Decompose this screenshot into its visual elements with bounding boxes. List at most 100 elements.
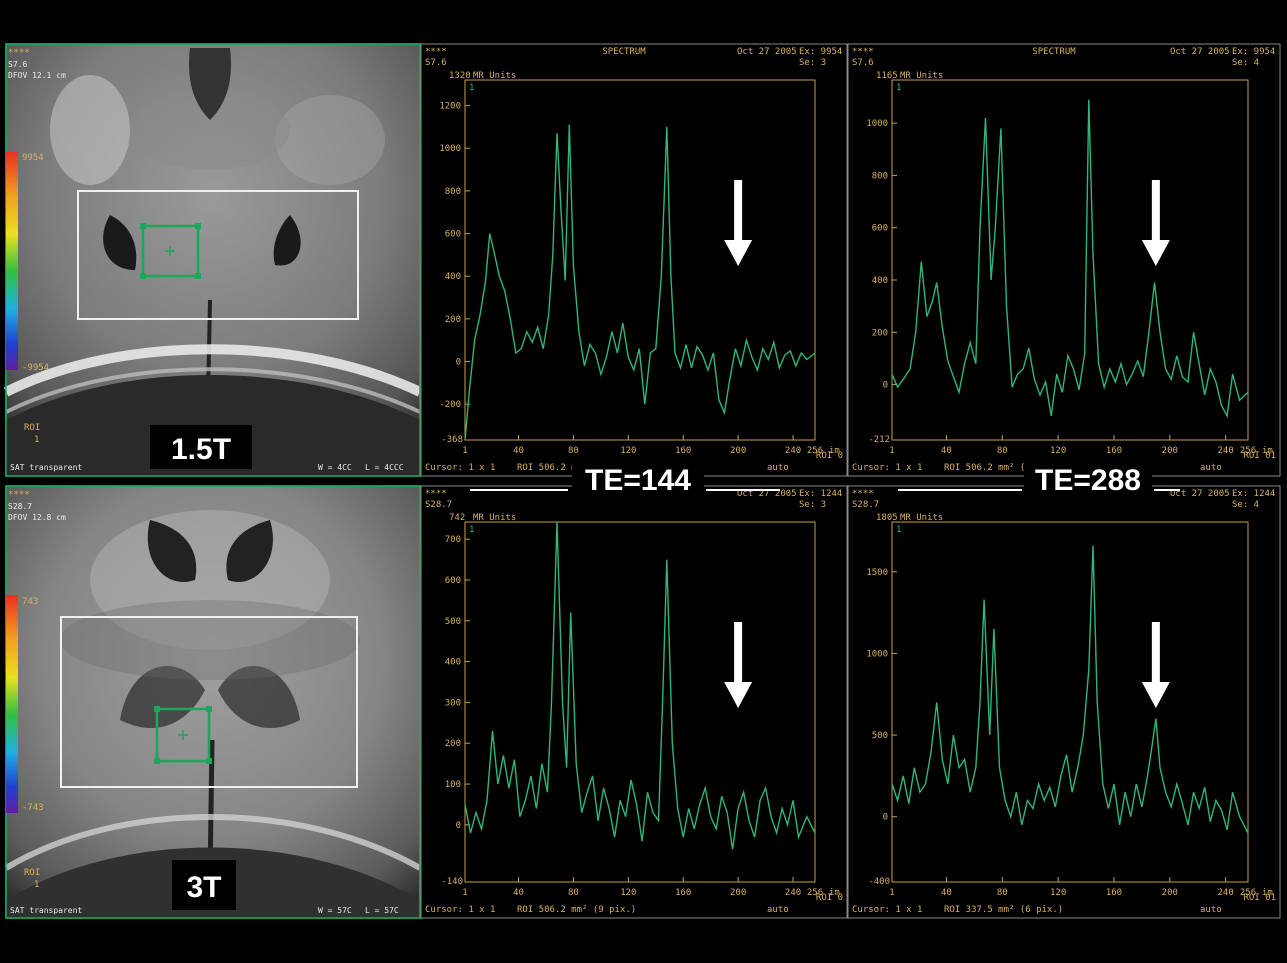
mri-panel-3t: 743 -743 **** S28.7 DFOV 12.8 cm ROI 1 S… bbox=[4, 485, 422, 919]
brain-region bbox=[275, 95, 385, 185]
footer-cursor: Cursor: 1 x 1 bbox=[852, 463, 922, 473]
xtick-label: 160 bbox=[675, 446, 691, 456]
xtick-label: 240 bbox=[785, 446, 801, 456]
thalamus-shadow-left bbox=[120, 666, 205, 729]
voxel-box[interactable] bbox=[154, 706, 212, 764]
header-stars: **** bbox=[425, 489, 447, 499]
ventricle-right bbox=[226, 520, 273, 582]
colorbar-top-label: 9954 bbox=[22, 153, 44, 163]
trace-num: 1 bbox=[469, 83, 474, 93]
cursor-label: SAT transparent bbox=[10, 463, 82, 472]
xtick-label: 40 bbox=[513, 888, 524, 898]
xtick-label: 80 bbox=[568, 888, 579, 898]
header-date: Oct 27 2005 bbox=[1170, 489, 1230, 499]
xtick-label: 256 bbox=[1240, 446, 1256, 456]
ytick-label: 1000 bbox=[866, 119, 888, 129]
xtick-label: 160 bbox=[1106, 446, 1122, 456]
footer-roi: ROI 506.2 mm² (9 p bbox=[944, 463, 1042, 473]
arrow-head bbox=[1141, 240, 1170, 266]
ytick-label: 600 bbox=[445, 576, 461, 586]
fov-label: DFOV 12.1 cm bbox=[8, 71, 66, 80]
ytick-label: 0 bbox=[456, 821, 461, 831]
xtick-label: 120 bbox=[620, 888, 636, 898]
cursor-label: SAT transparent bbox=[10, 906, 82, 915]
xtick-label: 1 bbox=[462, 888, 467, 898]
footer-cursor: Cursor: 1 x 1 bbox=[425, 905, 495, 915]
colorbar-top-label: 743 bbox=[22, 597, 38, 607]
footer-roi: ROI 337.5 mm² (6 pix.) bbox=[944, 905, 1063, 915]
footer-mode: auto bbox=[767, 905, 789, 915]
xtick-label: 1 bbox=[462, 446, 467, 456]
x-unit: im bbox=[1262, 446, 1273, 456]
xtick-label: 80 bbox=[568, 446, 579, 456]
trace-num: 1 bbox=[896, 525, 901, 535]
x-unit: im bbox=[1262, 888, 1273, 898]
footer-roi-id: ROI 01 bbox=[1243, 451, 1276, 461]
header-series: S28.7 bbox=[852, 500, 879, 510]
ytick-label: 100 bbox=[445, 780, 461, 790]
xtick-label: 40 bbox=[941, 888, 952, 898]
ytick-label: 400 bbox=[445, 658, 461, 668]
ytick-label: 200 bbox=[445, 315, 461, 325]
ytick-label: 0 bbox=[883, 381, 888, 391]
ymin-label: -400 bbox=[868, 877, 890, 887]
ytick-label: 1000 bbox=[439, 144, 461, 154]
header-se: Se: 3 bbox=[799, 500, 826, 510]
spectrum-frame bbox=[847, 485, 1281, 919]
header-series: S7.6 bbox=[852, 58, 874, 68]
header-date: Oct 27 2005 bbox=[737, 47, 797, 57]
mri-image-3t bbox=[5, 485, 421, 919]
header-ex: Ex: 9954 bbox=[1232, 47, 1275, 57]
xtick-label: 240 bbox=[1218, 446, 1234, 456]
ventricle-left bbox=[103, 215, 137, 270]
spectrum-trace bbox=[464, 124, 816, 441]
field-label-bg bbox=[172, 860, 236, 910]
stars: **** bbox=[8, 490, 30, 500]
header-date: Oct 27 2005 bbox=[1170, 47, 1230, 57]
ytick-label: 800 bbox=[445, 187, 461, 197]
stars: **** bbox=[8, 48, 30, 58]
header-title: SPECTRUM bbox=[602, 47, 646, 57]
series-label: S7.6 bbox=[8, 60, 27, 69]
ymax-label: 1165 bbox=[876, 71, 898, 81]
te-label-288: TE=288 bbox=[1035, 464, 1141, 497]
ytick-label: 1000 bbox=[866, 649, 888, 659]
roi-label: ROI bbox=[24, 868, 40, 878]
x-unit: im bbox=[829, 446, 840, 456]
colorbar bbox=[6, 595, 18, 813]
xtick-label: 120 bbox=[620, 446, 636, 456]
field-label-bg bbox=[150, 425, 252, 469]
spectrum-trace bbox=[891, 99, 1249, 419]
header-ex: Ex: 1244 bbox=[799, 489, 842, 499]
plot-area bbox=[464, 79, 816, 441]
ytick-label: 1200 bbox=[439, 102, 461, 112]
ymax-label: 1320 bbox=[449, 71, 471, 81]
footer-roi: ROI 506.2 mm² (9 pix.) bbox=[517, 905, 636, 915]
te-label-bg bbox=[572, 462, 704, 498]
x-unit: im bbox=[829, 888, 840, 898]
header-series: S28.7 bbox=[425, 500, 452, 510]
xtick-label: 120 bbox=[1050, 888, 1066, 898]
xtick-label: 240 bbox=[1218, 888, 1234, 898]
trace-num: 1 bbox=[469, 525, 474, 535]
voxel-box[interactable] bbox=[140, 223, 201, 279]
ytick-label: 1500 bbox=[866, 568, 888, 578]
xtick-label: 80 bbox=[997, 888, 1008, 898]
header-ex: Ex: 9954 bbox=[799, 47, 842, 57]
xtick-label: 256 bbox=[807, 888, 823, 898]
xtick-label: 160 bbox=[1106, 888, 1122, 898]
ytick-label: 600 bbox=[872, 224, 888, 234]
brain-region bbox=[50, 75, 130, 185]
ytick-label: 0 bbox=[456, 358, 461, 368]
spectrum-frame bbox=[420, 485, 848, 919]
xtick-label: 120 bbox=[1050, 446, 1066, 456]
skull-rim bbox=[4, 814, 422, 871]
colorbar-bottom-label: -743 bbox=[22, 803, 44, 813]
plot-area bbox=[891, 521, 1249, 883]
roi-box bbox=[77, 190, 359, 320]
colorbar-bottom-label: -9954 bbox=[22, 363, 49, 373]
te-labels: TE=144 TE=288 bbox=[470, 462, 1180, 498]
roi-box bbox=[60, 616, 358, 788]
